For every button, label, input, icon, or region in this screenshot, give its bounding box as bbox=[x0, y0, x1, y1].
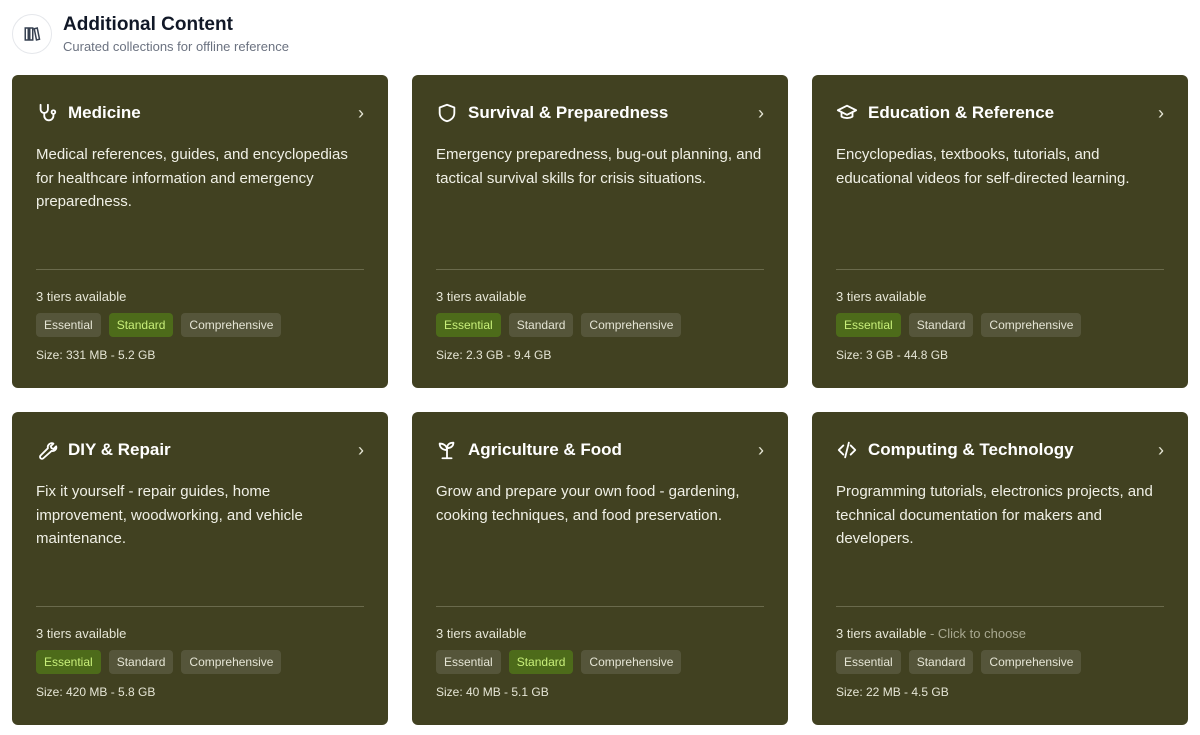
tiers-label: 3 tiers available bbox=[36, 626, 364, 641]
tier-badge-comprehensive[interactable]: Comprehensive bbox=[181, 650, 282, 674]
tier-badge-comprehensive[interactable]: Comprehensive bbox=[981, 313, 1082, 337]
tier-badge-comprehensive[interactable]: Comprehensive bbox=[181, 313, 282, 337]
tiers-count: 3 tiers available bbox=[836, 626, 927, 641]
tier-badge-essential[interactable]: Essential bbox=[36, 650, 101, 674]
size-range: Size: 40 MB - 5.1 GB bbox=[436, 685, 549, 699]
tier-badge-essential[interactable]: Essential bbox=[836, 650, 901, 674]
chevron-right-icon[interactable]: › bbox=[758, 439, 764, 460]
wrench-icon bbox=[36, 438, 60, 462]
card-footer: 3 tiers available Essential Standard Compr… bbox=[36, 269, 364, 362]
stethoscope-icon bbox=[36, 101, 60, 125]
tier-badge-essential[interactable]: Essential bbox=[36, 313, 101, 337]
card-footer: 3 tiers available Essential Standard Compr… bbox=[836, 269, 1164, 362]
tier-badge-standard[interactable]: Standard bbox=[108, 650, 174, 674]
size-range: Size: 2.3 GB - 9.4 GB bbox=[436, 348, 552, 362]
code-icon bbox=[836, 438, 860, 462]
card-description: Grow and prepare your own food - gardeni… bbox=[436, 483, 740, 524]
category-card-survival-preparedness[interactable]: Survival & Preparedness › Emergency prep… bbox=[412, 75, 788, 388]
category-card-medicine[interactable]: Medicine › Medical references, guides, a… bbox=[12, 75, 388, 388]
card-title: DIY & Repair bbox=[68, 440, 171, 459]
tiers-count: 3 tiers available bbox=[836, 289, 927, 304]
card-description: Programming tutorials, electronics proje… bbox=[836, 483, 1153, 547]
card-description: Emergency preparedness, bug-out planning… bbox=[436, 146, 762, 187]
category-card-diy-repair[interactable]: DIY & Repair › Fix it yourself - repair … bbox=[12, 412, 388, 725]
tier-badge-essential[interactable]: Essential bbox=[836, 313, 901, 337]
chevron-right-icon[interactable]: › bbox=[358, 102, 364, 123]
tier-badge-essential[interactable]: Essential bbox=[436, 650, 501, 674]
card-footer: 3 tiers available Essential Standard Compr… bbox=[436, 606, 764, 699]
card-footer: 3 tiers available - Click to choose Esse… bbox=[836, 606, 1164, 699]
card-title: Agriculture & Food bbox=[468, 440, 622, 459]
tiers-label: 3 tiers available bbox=[436, 289, 764, 304]
card-footer: 3 tiers available Essential Standard Compr… bbox=[36, 606, 364, 699]
tier-badge-standard[interactable]: Standard bbox=[908, 313, 974, 337]
tier-badge-standard[interactable]: Standard bbox=[508, 650, 574, 674]
tiers-label: 3 tiers available bbox=[436, 626, 764, 641]
tiers-count: 3 tiers available bbox=[36, 289, 127, 304]
card-description: Medical references, guides, and encyclop… bbox=[36, 146, 348, 210]
card-footer: 3 tiers available Essential Standard Compr… bbox=[436, 269, 764, 362]
tiers-count: 3 tiers available bbox=[36, 626, 127, 641]
sprout-icon bbox=[436, 438, 460, 462]
category-card-education-reference[interactable]: Education & Reference › Encyclopedias, t… bbox=[812, 75, 1188, 388]
tier-badge-comprehensive[interactable]: Comprehensive bbox=[981, 650, 1082, 674]
card-title: Medicine bbox=[68, 103, 141, 122]
card-description: Fix it yourself - repair guides, home im… bbox=[36, 483, 303, 547]
tiers-count: 3 tiers available bbox=[436, 626, 527, 641]
chevron-right-icon[interactable]: › bbox=[1158, 102, 1164, 123]
size-range: Size: 3 GB - 44.8 GB bbox=[836, 348, 949, 362]
graduation-cap-icon bbox=[836, 101, 860, 125]
card-title: Education & Reference bbox=[868, 103, 1055, 122]
shield-icon bbox=[436, 101, 460, 125]
category-grid: Medicine › Medical references, guides, a… bbox=[12, 75, 1188, 725]
tiers-label: 3 tiers available bbox=[36, 289, 364, 304]
card-description: Encyclopedias, textbooks, tutorials, and… bbox=[836, 146, 1130, 187]
tier-badge-standard[interactable]: Standard bbox=[108, 313, 174, 337]
card-title: Computing & Technology bbox=[868, 440, 1074, 459]
tier-badge-standard[interactable]: Standard bbox=[908, 650, 974, 674]
tier-badge-standard[interactable]: Standard bbox=[508, 313, 574, 337]
size-range: Size: 22 MB - 4.5 GB bbox=[836, 685, 949, 699]
chevron-right-icon[interactable]: › bbox=[758, 102, 764, 123]
tier-badge-essential[interactable]: Essential bbox=[436, 313, 501, 337]
size-range: Size: 331 MB - 5.2 GB bbox=[36, 348, 156, 362]
chevron-right-icon[interactable]: › bbox=[358, 439, 364, 460]
tier-badge-comprehensive[interactable]: Comprehensive bbox=[581, 650, 682, 674]
tiers-label: 3 tiers available - Click to choose bbox=[836, 626, 1164, 641]
category-card-computing-technology[interactable]: Computing & Technology › Programming tut… bbox=[812, 412, 1188, 725]
tiers-count: 3 tiers available bbox=[436, 289, 527, 304]
choose-hint: - Click to choose bbox=[926, 626, 1027, 641]
page-header: Additional Content Curated collections f… bbox=[12, 14, 289, 54]
category-card-agriculture-food[interactable]: Agriculture & Food › Grow and prepare yo… bbox=[412, 412, 788, 725]
page-title: Additional Content bbox=[63, 14, 233, 35]
library-icon bbox=[12, 14, 52, 54]
tiers-label: 3 tiers available bbox=[836, 289, 1164, 304]
card-title: Survival & Preparedness bbox=[468, 103, 669, 122]
size-range: Size: 420 MB - 5.8 GB bbox=[36, 685, 156, 699]
chevron-right-icon[interactable]: › bbox=[1158, 439, 1164, 460]
tier-badge-comprehensive[interactable]: Comprehensive bbox=[581, 313, 682, 337]
page-subtitle: Curated collections for offline referenc… bbox=[63, 39, 289, 54]
